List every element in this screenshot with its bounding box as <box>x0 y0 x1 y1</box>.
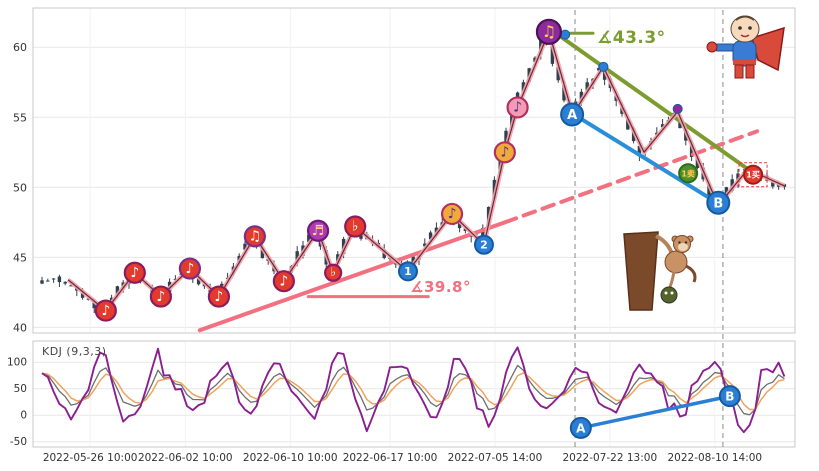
trendline-layer <box>197 31 760 333</box>
svg-text:♬: ♬ <box>312 223 325 239</box>
note-marker[interactable]: ♫ <box>535 18 563 45</box>
note-marker[interactable]: ♭ <box>344 215 367 238</box>
vline-layer <box>574 10 724 447</box>
angle-annotation-pink: ∡39.8° <box>410 278 471 296</box>
kdj-d-line <box>41 372 785 411</box>
svg-text:♪: ♪ <box>500 144 509 160</box>
kdj-axis-label: -50 <box>10 436 27 448</box>
kdj-j-line <box>41 346 786 434</box>
svg-text:A: A <box>567 108 577 123</box>
note-marker[interactable]: ♭ <box>324 263 343 282</box>
svg-text:1: 1 <box>404 265 412 278</box>
note-marker[interactable]: ♪ <box>272 270 295 293</box>
price-axis-label: 40 <box>13 321 27 334</box>
svg-text:♭: ♭ <box>352 219 359 235</box>
note-marker[interactable]: ♪ <box>506 96 529 119</box>
resistance-green <box>553 31 750 172</box>
note-marker[interactable]: ♪ <box>207 285 230 308</box>
kdj-wave-marker-A[interactable]: A <box>569 416 592 439</box>
wave-marker-2[interactable]: 2 <box>473 234 494 255</box>
note-marker[interactable]: ♫ <box>243 225 266 248</box>
note-marker[interactable]: ♪ <box>149 285 172 308</box>
support-trendline <box>197 220 507 333</box>
dot-marker[interactable] <box>598 61 609 72</box>
kdj-ab-layer: AB <box>569 385 741 439</box>
kdj-k-line <box>41 364 785 416</box>
kdj-axis-label: 100 <box>7 357 27 369</box>
note-marker[interactable]: ♪ <box>94 299 117 322</box>
svg-text:♪: ♪ <box>513 100 522 116</box>
svg-text:♪: ♪ <box>279 273 288 289</box>
svg-text:♪: ♪ <box>156 289 165 305</box>
svg-text:♪: ♪ <box>130 265 139 281</box>
signal-marker[interactable]: 1卖 <box>678 163 699 184</box>
x-axis-label: 2022-06-10 10:00 <box>243 452 338 464</box>
ab-decline-blue <box>571 112 724 208</box>
price-axis-label: 45 <box>13 251 27 264</box>
x-axis-label: 2022-06-17 10:00 <box>343 452 438 464</box>
note-marker[interactable]: ♪ <box>493 141 516 164</box>
kdj-axis-label: 0 <box>20 410 27 422</box>
svg-text:A: A <box>576 421 586 435</box>
wave-marker-B[interactable]: B <box>706 190 731 215</box>
note-marker[interactable]: ♪ <box>123 261 146 284</box>
x-axis-label: 2022-05-26 10:00 <box>43 452 138 464</box>
svg-text:1卖: 1卖 <box>681 168 695 178</box>
cartoon-layer <box>623 15 785 311</box>
marker-layer: ♪ ♪ ♪ ♪ ♪ ♫ ♪ ♬ ♭ ♭ ♪ ♪ ♪ ♫ 1 2 A B 1卖 1买 <box>94 18 768 322</box>
kdj-indicator-title: KDJ (9,3,3) <box>42 345 107 358</box>
note-marker[interactable]: ♬ <box>306 219 330 242</box>
x-axis-label: 2022-08-10 14:00 <box>667 452 762 464</box>
note-marker[interactable]: ♪ <box>178 257 201 280</box>
monkey-cliff-cartoon <box>623 231 697 311</box>
svg-text:B: B <box>725 390 734 404</box>
svg-text:♪: ♪ <box>101 303 110 319</box>
svg-text:♭: ♭ <box>330 265 336 279</box>
svg-text:B: B <box>713 196 723 211</box>
svg-text:2: 2 <box>480 239 488 252</box>
note-marker[interactable]: ♪ <box>440 202 464 226</box>
svg-text:♪: ♪ <box>214 289 223 305</box>
wave-marker-1[interactable]: 1 <box>397 261 418 282</box>
x-axis-label: 2022-07-05 14:00 <box>448 452 543 464</box>
price-axis-label: 60 <box>13 41 27 54</box>
x-axis-label: 2022-07-22 13:00 <box>563 452 658 464</box>
x-axis-label: 2022-06-02 10:00 <box>138 452 233 464</box>
kdj-axis-label: 50 <box>14 383 27 395</box>
kdj-lines-layer <box>41 346 786 434</box>
superhero-cartoon <box>706 15 785 79</box>
svg-text:♪: ♪ <box>448 206 457 222</box>
svg-text:♪: ♪ <box>185 261 194 277</box>
price-axis-label: 50 <box>13 181 27 194</box>
wave-marker-A[interactable]: A <box>560 102 585 127</box>
svg-text:1买: 1买 <box>746 171 760 180</box>
svg-text:♫: ♫ <box>249 229 262 245</box>
kdj-ab-line <box>579 394 732 430</box>
dot-marker[interactable] <box>672 103 683 114</box>
kdj-wave-marker-B[interactable]: B <box>718 385 741 408</box>
signal-marker[interactable]: 1买 <box>738 162 768 188</box>
angle-annotation-green: ∡43.3° <box>597 28 666 48</box>
price-axis-label: 55 <box>13 111 27 124</box>
svg-text:♫: ♫ <box>542 22 556 41</box>
